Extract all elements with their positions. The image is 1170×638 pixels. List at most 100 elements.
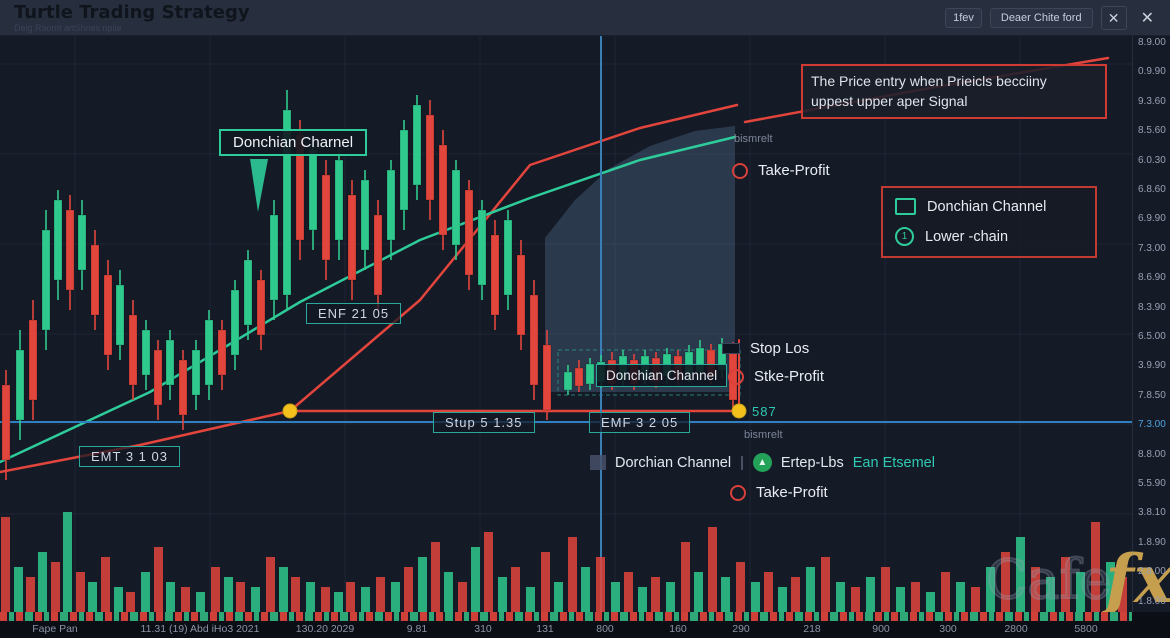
take-profit-row-bottom[interactable]: Take-Profit [730, 484, 828, 501]
candle [563, 371, 573, 391]
volume-bar [1091, 522, 1100, 612]
candle [243, 259, 253, 326]
volume-bar [26, 577, 35, 612]
price-axis-label: 5.5.90 [1138, 478, 1166, 489]
price-axis-label: 7.3.00 [1138, 242, 1166, 254]
dash-tag-icon [722, 343, 740, 354]
candle [103, 274, 113, 356]
entry-circle-icon: ▲ [752, 453, 772, 472]
take-profit-circle-icon [732, 162, 748, 179]
legend-box[interactable]: Donchian Channel 1 Lower -chain [881, 186, 1097, 258]
candle [503, 219, 513, 296]
entry-note-line2: uppest upper aper Signal [811, 93, 968, 110]
donchian-channel-label[interactable]: Donchian Channel [596, 364, 728, 387]
candle [399, 129, 409, 211]
volume-bar [266, 557, 275, 612]
candle [217, 329, 227, 376]
volume-bar [624, 572, 633, 612]
candle [451, 169, 461, 246]
volume-bar [764, 572, 773, 612]
volume-bar [1118, 577, 1127, 612]
candle [477, 209, 487, 286]
time-axis-label: 11.31 (19) Abd iHo3 2021 [140, 623, 260, 635]
price-axis-label: 7.8.50 [1138, 389, 1166, 401]
volume-bar [306, 582, 315, 612]
volume-bar [498, 577, 507, 612]
candle [438, 144, 448, 236]
timeframe-button[interactable]: 1fev [945, 8, 982, 28]
volume-bar [681, 542, 690, 612]
divider: | [740, 454, 744, 471]
volume-bar [181, 587, 190, 612]
channel-swatch-icon [590, 455, 606, 470]
volume-bar [14, 567, 23, 612]
top-bar: Turtle Trading Strategy Deig Raomt artSh… [0, 0, 1170, 36]
volume-bar [1046, 577, 1055, 612]
candle [77, 214, 87, 271]
candle [282, 109, 292, 296]
volume-bar [666, 582, 675, 612]
emt-order-box[interactable]: EMT 3 1 03 [79, 446, 180, 467]
volume-bar [554, 582, 563, 612]
candlestick-chart[interactable]: The Price entry when Prieicls becciiny u… [0, 36, 1170, 618]
page-subtitle: Deig Raomt artShnes npile [14, 22, 122, 33]
volume-bar [361, 587, 370, 612]
ticker-strip [0, 612, 1132, 621]
stke-profit-label: Stke-Profit [754, 368, 825, 385]
volume-bar [346, 582, 355, 612]
candle [28, 319, 38, 401]
volume-bar [76, 572, 85, 612]
stop-order-box[interactable]: Stup 5 1.35 [433, 412, 535, 433]
price-axis-label: 8.9.00 [1138, 37, 1166, 48]
volume-bar [471, 547, 480, 612]
legend-row-channel-label: Dorchian Channel [615, 454, 732, 471]
volume-bar [458, 582, 467, 612]
ent-order-box[interactable]: ENF 21 05 [306, 303, 402, 324]
entry-note-annotation[interactable]: The Price entry when Prieicls becciiny u… [801, 64, 1107, 119]
legend-item-label: Donchian Channel [927, 198, 1047, 215]
close-icon[interactable]: ✕ [1140, 10, 1154, 27]
legend-item-donchian[interactable]: Donchian Channel [895, 198, 1083, 215]
volume-bar [791, 577, 800, 612]
time-axis-label: 900 [872, 623, 890, 635]
stop-los-row[interactable]: Stop Los [722, 340, 809, 357]
stke-profit-row[interactable]: Stke-Profit [728, 368, 824, 385]
candle [542, 344, 552, 411]
volume-bar [511, 567, 520, 612]
legend-row[interactable]: Dorchian Channel | ▲ Ertep-Lbs Ean Etsem… [590, 453, 935, 472]
price-axis[interactable]: 8.9.00 0.9.90 9.3.60 8.5.60 6.0.30 6.8.60 6.9.… [1132, 36, 1170, 612]
stke-profit-circle-icon [728, 368, 744, 385]
volume-bar [821, 557, 830, 612]
settings-button[interactable]: Deaer Chite ford [989, 8, 1093, 28]
candle [360, 179, 370, 251]
volume-bar [236, 582, 245, 612]
red-trend-main [0, 103, 739, 474]
bismrelt-label-bottom: bismrelt [744, 429, 783, 441]
time-axis-label: 300 [939, 623, 957, 635]
donchian-callout[interactable]: Donchian Charnel [219, 129, 368, 156]
price-tag-587: 587 [752, 404, 777, 419]
volume-bar [911, 582, 920, 612]
volume-bar [971, 587, 980, 612]
time-axis[interactable]: Fape Pan 11.31 (19) Abd iHo3 2021 130.20 2… [0, 612, 1170, 638]
volume-bar [1076, 572, 1085, 612]
price-axis-label: 0.9.90 [1138, 66, 1166, 78]
take-profit-row-top[interactable]: Take-Profit [732, 162, 830, 179]
emf-order-box[interactable]: EMF 3 2 05 [589, 412, 691, 433]
volume-bar [126, 592, 135, 612]
price-axis-label: 1.8.90 [1138, 536, 1166, 548]
candle [53, 199, 63, 281]
candle [128, 314, 138, 386]
volume-bar [866, 577, 875, 612]
legend-item-lower-chain[interactable]: 1 Lower -chain [895, 227, 1083, 246]
legend-row-entry-sub: Ean Etsemel [852, 454, 935, 471]
close-box-icon[interactable]: ✕ [1100, 6, 1127, 30]
circle-1-icon: 1 [895, 227, 914, 246]
volume-bar [1, 517, 10, 612]
chart-canvas[interactable] [0, 36, 1132, 612]
volume-bar [851, 587, 860, 612]
candle [425, 114, 435, 201]
callout-tail [250, 159, 268, 212]
volume-bar [638, 587, 647, 612]
candle [516, 254, 526, 336]
